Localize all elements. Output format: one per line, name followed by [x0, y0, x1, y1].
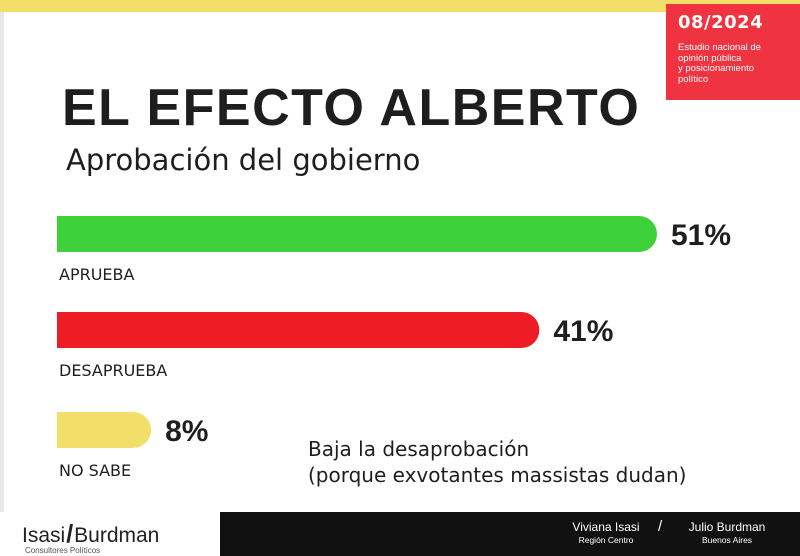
author-viviana: Viviana Isasi Región Centro — [556, 520, 656, 546]
date-label: 08/2024 — [678, 12, 764, 33]
category-label: DESAPRUEBA — [59, 361, 167, 380]
footer-separator: / — [658, 518, 663, 535]
brand-logo: Isasi/Burdman — [22, 520, 159, 549]
date-badge: 08/2024 Estudio nacional de opinión públ… — [666, 4, 800, 100]
author-1-region: Región Centro — [578, 535, 634, 545]
author-julio: Julio Burdman Buenos Aires — [672, 520, 782, 546]
author-1-name: Viviana Isasi — [572, 520, 640, 534]
bar-no-sabe — [57, 412, 152, 448]
left-edge-strip — [0, 12, 4, 512]
page-title: EL EFECTO ALBERTO — [62, 79, 641, 137]
category-label: NO SABE — [59, 461, 131, 480]
page-subtitle: Aprobación del gobierno — [66, 143, 421, 177]
author-2-region: Buenos Aires — [701, 535, 753, 545]
brand-separator: / — [66, 520, 74, 548]
value-label: 41% — [553, 315, 613, 348]
top-accent-bar — [0, 0, 800, 12]
author-2-name: Julio Burdman — [688, 520, 766, 534]
value-label: 8% — [165, 415, 208, 448]
annotation-line-2: (porque exvotantes massistas dudan) — [308, 463, 687, 487]
study-description: Estudio nacional de opinión pública y po… — [678, 42, 761, 85]
value-label: 51% — [671, 219, 731, 252]
brand-left: Isasi — [22, 524, 66, 547]
approval-bar-chart: 51% APRUEBA 41% DESAPRUEBA 8% NO SABE — [57, 216, 731, 480]
footer-bar — [220, 512, 800, 556]
bar-aprueba — [57, 216, 657, 252]
bar-desaprueba — [57, 312, 540, 348]
brand-subtitle: Consultores Políticos — [25, 546, 101, 555]
chart-annotation: Baja la desaprobación (porque exvotantes… — [308, 436, 686, 488]
annotation-line-1: Baja la desaprobación — [308, 437, 530, 461]
brand-right: Burdman — [74, 524, 160, 547]
category-label: APRUEBA — [59, 265, 135, 284]
